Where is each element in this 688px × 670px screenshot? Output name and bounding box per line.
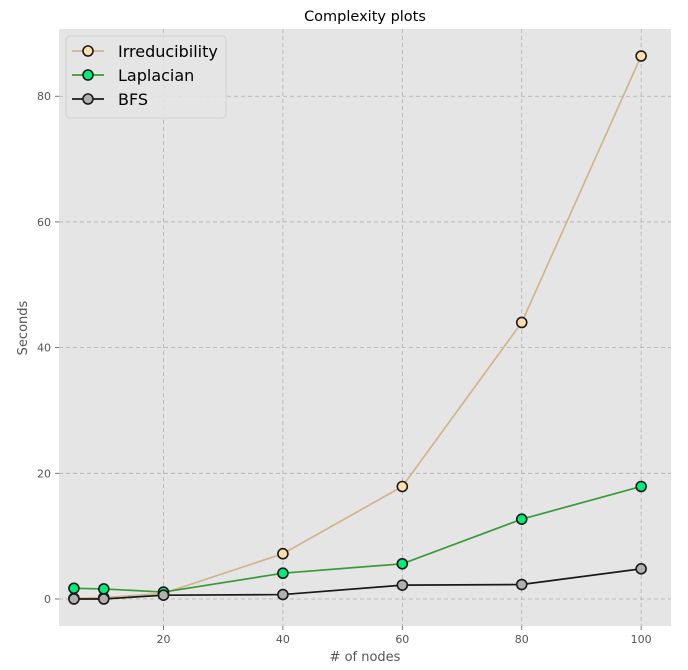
legend-label: BFS: [118, 90, 148, 109]
x-tick-label: 40: [276, 633, 290, 646]
data-point: [635, 50, 647, 62]
series-layer: [68, 50, 647, 605]
data-point: [515, 316, 528, 329]
legend-swatch-marker: [82, 45, 94, 57]
data-point: [396, 480, 409, 493]
data-point: [68, 582, 80, 595]
legend-item: Irreducibility: [72, 42, 218, 61]
data-point: [277, 547, 289, 560]
x-axis-ticks: 20 40 60 80 100: [156, 626, 652, 646]
data-point: [68, 593, 80, 605]
legend-box: [65, 35, 227, 119]
legend-item: BFS: [72, 90, 148, 109]
x-tick-label: 80: [515, 633, 529, 646]
x-tick-label: 20: [156, 633, 170, 646]
data-point: [515, 513, 528, 525]
data-point: [396, 579, 409, 591]
x-axis-label: # of nodes: [330, 650, 401, 665]
data-point: [396, 557, 409, 570]
legend-swatch-marker: [82, 93, 94, 105]
y-tick-label: 20: [37, 467, 51, 480]
y-tick-label: 40: [37, 342, 51, 355]
x-tick-label: 60: [395, 633, 409, 646]
legend-label: Laplacian: [118, 66, 194, 85]
y-axis-label: Seconds: [16, 300, 31, 355]
data-point: [515, 578, 528, 591]
legend-label: Irreducibility: [118, 42, 218, 61]
legend: Irreducibility Laplacian BFS: [65, 35, 227, 119]
y-tick-label: 60: [37, 216, 51, 229]
y-axis-ticks: 0 20 40 60 80: [37, 90, 59, 606]
plot-area: [59, 29, 671, 626]
series-bfs: [68, 563, 647, 605]
data-point: [635, 480, 647, 493]
data-point: [277, 588, 289, 601]
y-tick-label: 0: [44, 593, 51, 606]
data-point: [97, 593, 110, 605]
data-point: [277, 567, 289, 580]
chart-title: Complexity plots: [304, 9, 426, 25]
data-point: [97, 583, 110, 595]
y-tick-label: 80: [37, 90, 51, 103]
legend-item: Laplacian: [72, 66, 194, 85]
data-point: [157, 589, 170, 602]
data-point: [635, 563, 647, 575]
legend-swatch-marker: [82, 69, 94, 81]
x-tick-label: 100: [631, 633, 652, 646]
